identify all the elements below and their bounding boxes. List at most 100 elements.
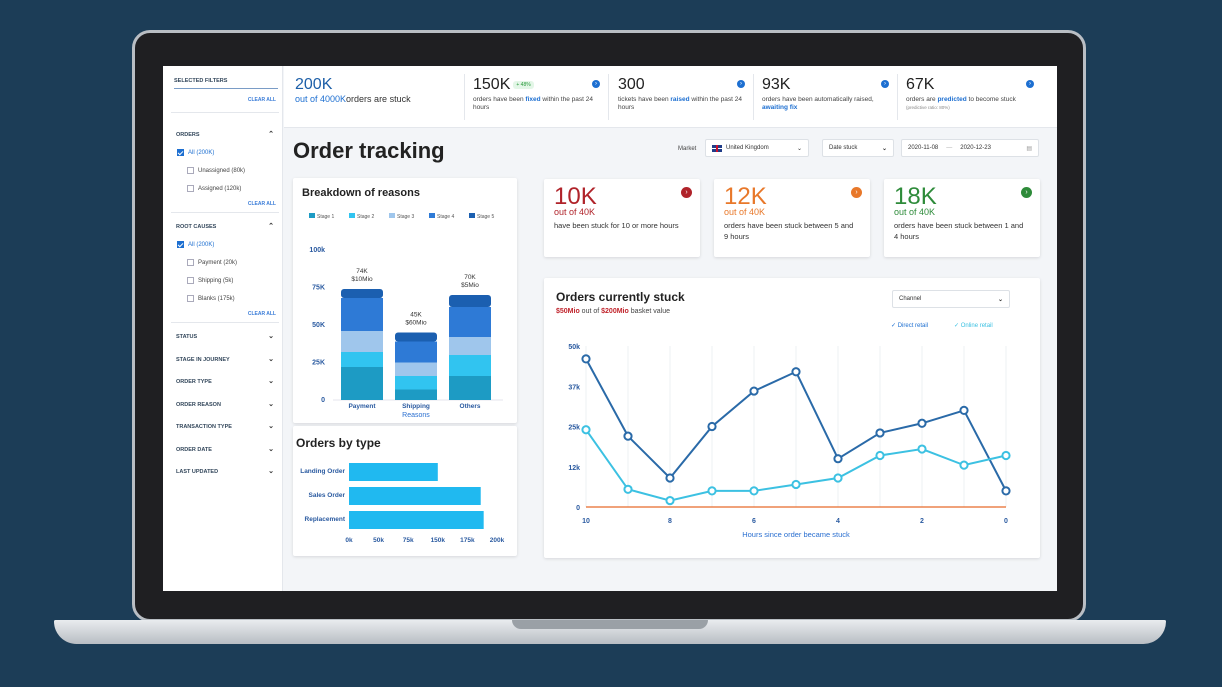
root-causes-option-blanks[interactable]: Blanks (175k) <box>187 295 235 302</box>
data-point <box>665 495 675 506</box>
orders-filter-header[interactable]: ORDERS <box>176 132 200 138</box>
bar-segment <box>341 367 383 400</box>
checkbox[interactable] <box>187 185 194 192</box>
clear-orders-link[interactable]: CLEAR ALL <box>247 201 276 207</box>
kpi-link[interactable]: predicted <box>937 96 967 103</box>
chevron-up-icon[interactable]: ⌃ <box>268 131 274 138</box>
kpi-link[interactable]: awaiting fix <box>762 104 798 111</box>
option-label: All (200K) <box>188 149 215 156</box>
arrow-right-icon[interactable]: › <box>737 80 745 88</box>
divider <box>171 212 279 213</box>
data-point <box>959 405 969 415</box>
y-tick-label: 12k <box>568 465 580 472</box>
kpi-link[interactable]: raised <box>670 96 690 103</box>
root-causes-option-all[interactable]: All (200K) <box>177 241 214 248</box>
date-type-select[interactable]: Date stuck ⌄ <box>822 139 894 157</box>
checkbox[interactable] <box>187 259 194 266</box>
stuck-stat-card[interactable]: 18K out of 40K orders have been stuck be… <box>884 179 1040 257</box>
data-point <box>707 421 717 432</box>
kpi-out-of: out of 4000K <box>295 94 347 104</box>
orders-stuck-subtitle: $50Mio out of $200Mio basket value <box>556 308 671 315</box>
arrow-right-icon[interactable]: › <box>1026 80 1034 88</box>
x-tick-label: 200k <box>490 537 505 544</box>
bar <box>349 463 438 481</box>
market-select[interactable]: United Kingdom ⌄ <box>705 139 809 157</box>
arrow-right-icon[interactable]: › <box>592 80 600 88</box>
root-causes-option-payment[interactable]: Payment (20k) <box>187 259 237 266</box>
date-range-picker[interactable]: 2020-11-08 — 2020-12-23 ▤ <box>901 139 1039 157</box>
filter-header-order-date[interactable]: ORDER DATE <box>176 446 212 453</box>
filter-header-last-updated[interactable]: LAST UPDATED <box>176 469 219 475</box>
chevron-down-icon[interactable]: ⌄ <box>268 400 274 408</box>
kpi-note: (predictive ratio: 80%) <box>906 105 950 110</box>
checkbox[interactable] <box>187 277 194 284</box>
arrow-right-icon[interactable]: › <box>851 187 862 198</box>
bar-data-label: $5Mio <box>461 282 479 289</box>
bar-segment <box>341 352 383 367</box>
bar-segment <box>395 332 437 342</box>
orders-option-unassigned[interactable]: Unassigned (80k) <box>187 167 245 174</box>
root-causes-filter-header[interactable]: ROOT CAUSES <box>176 224 217 230</box>
filter-header-status[interactable]: STATUS <box>176 334 198 340</box>
bar-segment <box>341 298 383 331</box>
arrow-right-icon[interactable]: › <box>681 187 692 198</box>
stuck-stat-card[interactable]: 10K out of 40K have been stuck for 10 or… <box>544 179 700 257</box>
chevron-down-icon: ⌄ <box>881 145 887 152</box>
legend-label: Stage 1 <box>317 214 334 220</box>
data-point <box>623 484 633 494</box>
orders-option-all[interactable]: All (200K) <box>177 149 214 156</box>
arrow-right-icon[interactable]: › <box>1021 187 1032 198</box>
kpi-desc: orders are predicted to become stuck (pr… <box>906 96 1016 110</box>
root-causes-option-shipping[interactable]: Shipping (5k) <box>187 277 233 284</box>
chevron-down-icon[interactable]: ⌄ <box>268 333 274 340</box>
data-point <box>623 431 633 441</box>
legend-online-retail[interactable]: ✓ Online retail <box>954 323 993 329</box>
filter-header-transaction-type[interactable]: TRANSACTION TYPE <box>176 424 232 430</box>
clear-all-filters-link[interactable]: CLEAR ALL <box>247 97 276 103</box>
chevron-down-icon[interactable]: ⌄ <box>268 378 274 385</box>
kpi-link[interactable]: fixed <box>525 96 541 103</box>
divider <box>171 322 279 323</box>
chevron-up-icon[interactable]: ⌃ <box>268 223 274 230</box>
channel-select[interactable]: Channel ⌄ <box>892 290 1010 308</box>
breakdown-card: Breakdown of reasons Stage 1 Stage 2 Stage… <box>293 178 517 423</box>
dashboard-screen: SELECTED FILTERS CLEAR ALL ORDERS ⌃ All … <box>163 66 1057 591</box>
x-tick-label: 175k <box>460 537 475 544</box>
calendar-icon[interactable]: ▤ <box>1026 145 1032 152</box>
arrow-right-icon[interactable]: › <box>881 80 889 88</box>
data-point <box>917 418 927 428</box>
legend-swatch <box>349 213 355 218</box>
filter-header-order-reason[interactable]: ORDER REASON <box>176 401 221 408</box>
chevron-down-icon[interactable]: ⌄ <box>268 468 274 475</box>
kpi-stuck-orders: 200K out of 4000Korders are stuck <box>295 76 455 122</box>
chevron-down-icon[interactable]: ⌄ <box>268 355 274 363</box>
chevron-down-icon[interactable]: ⌄ <box>268 445 274 453</box>
checkbox[interactable] <box>187 295 194 302</box>
date-to[interactable]: 2020-12-23 <box>960 145 991 151</box>
checkbox-checked[interactable] <box>177 241 184 248</box>
checkbox-checked[interactable] <box>177 149 184 156</box>
data-point <box>875 428 885 438</box>
orders-option-assigned[interactable]: Assigned (120k) <box>187 185 241 192</box>
data-point <box>959 460 969 470</box>
y-tick-label: 0 <box>321 397 325 404</box>
x-tick-label: 2 <box>920 518 924 525</box>
filter-header-stage-in-journey[interactable]: STAGE IN JOURNEY <box>176 356 230 363</box>
stuck-stat-card[interactable]: 12K out of 40K orders have been stuck be… <box>714 179 870 257</box>
filter-header-order-type[interactable]: ORDER TYPE <box>176 379 212 385</box>
x-tick-label: 10 <box>582 518 590 525</box>
kpi-text: orders are stuck <box>346 94 411 104</box>
chevron-down-icon[interactable]: ⌄ <box>268 423 274 430</box>
legend-direct-retail[interactable]: ✓ Direct retail <box>891 323 929 329</box>
clear-root-causes-link[interactable]: CLEAR ALL <box>247 311 276 317</box>
legend-label: Stage 5 <box>477 214 494 220</box>
y-tick-label: Replacement <box>305 516 346 523</box>
x-tick-label: Others <box>460 403 481 410</box>
kpi-fixed-orders: 150K + 48% orders have been fixed within … <box>473 76 603 122</box>
checkbox[interactable] <box>187 167 194 174</box>
bar <box>349 487 481 505</box>
chevron-down-icon: ⌄ <box>796 145 802 152</box>
kpi-tickets-raised: 300 tickets have been raised within the … <box>618 76 748 122</box>
stat-value: 12K <box>724 183 767 210</box>
date-from[interactable]: 2020-11-08 <box>908 145 939 151</box>
